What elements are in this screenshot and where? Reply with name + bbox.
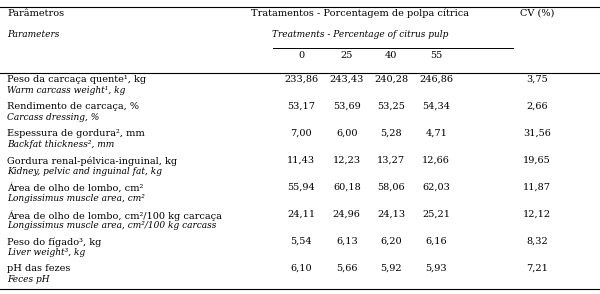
Text: 12,12: 12,12 — [523, 210, 551, 219]
Text: Tratamentos - Porcentagem de polpa cítrica: Tratamentos - Porcentagem de polpa cítri… — [251, 9, 469, 18]
Text: 3,75: 3,75 — [526, 75, 548, 84]
Text: Longissimus muscle area, cm²: Longissimus muscle area, cm² — [7, 194, 145, 203]
Text: 8,32: 8,32 — [526, 237, 548, 246]
Text: 5,28: 5,28 — [380, 129, 402, 138]
Text: 54,34: 54,34 — [422, 102, 450, 111]
Text: 243,43: 243,43 — [329, 75, 364, 84]
Text: Rendimento de carcaça, %: Rendimento de carcaça, % — [7, 102, 139, 111]
Text: 13,27: 13,27 — [377, 156, 405, 165]
Text: 12,66: 12,66 — [422, 156, 450, 165]
Text: Kidney, pelvic and inguinal fat, kg: Kidney, pelvic and inguinal fat, kg — [7, 167, 162, 176]
Text: 11,43: 11,43 — [287, 156, 315, 165]
Text: Parameters: Parameters — [7, 30, 59, 39]
Text: 7,00: 7,00 — [290, 129, 312, 138]
Text: 24,96: 24,96 — [333, 210, 361, 219]
Text: 5,92: 5,92 — [380, 264, 402, 273]
Text: Peso do fígado³, kg: Peso do fígado³, kg — [7, 237, 101, 247]
Text: 240,28: 240,28 — [374, 75, 408, 84]
Text: Parâmetros: Parâmetros — [7, 9, 64, 18]
Text: 0: 0 — [298, 51, 304, 60]
Text: 5,54: 5,54 — [290, 237, 312, 246]
Text: pH das fezes: pH das fezes — [7, 264, 71, 273]
Text: 6,13: 6,13 — [336, 237, 358, 246]
Text: 58,06: 58,06 — [377, 183, 405, 192]
Text: 19,65: 19,65 — [523, 156, 551, 165]
Text: CV (%): CV (%) — [520, 9, 554, 18]
Text: Treatments - Percentage of citrus pulp: Treatments - Percentage of citrus pulp — [272, 30, 448, 39]
Text: 55,94: 55,94 — [287, 183, 315, 192]
Text: 55: 55 — [430, 51, 442, 60]
Text: 25: 25 — [341, 51, 353, 60]
Text: Longissimus muscle area, cm²/100 kg carcass: Longissimus muscle area, cm²/100 kg carc… — [7, 221, 217, 230]
Text: Gordura renal-pélvica-inguinal, kg: Gordura renal-pélvica-inguinal, kg — [7, 156, 178, 166]
Text: 25,21: 25,21 — [422, 210, 450, 219]
Text: Feces pH: Feces pH — [7, 275, 50, 284]
Text: 6,10: 6,10 — [290, 264, 312, 273]
Text: 11,87: 11,87 — [523, 183, 551, 192]
Text: Área de olho de lombo, cm²/100 kg carcaça: Área de olho de lombo, cm²/100 kg carcaç… — [7, 210, 222, 220]
Text: Liver weight³, kg: Liver weight³, kg — [7, 248, 85, 257]
Text: 5,66: 5,66 — [336, 264, 358, 273]
Text: 62,03: 62,03 — [422, 183, 450, 192]
Text: 6,00: 6,00 — [336, 129, 358, 138]
Text: 233,86: 233,86 — [284, 75, 318, 84]
Text: 60,18: 60,18 — [333, 183, 361, 192]
Text: 24,13: 24,13 — [377, 210, 405, 219]
Text: Área de olho de lombo, cm²: Área de olho de lombo, cm² — [7, 183, 143, 193]
Text: 6,20: 6,20 — [380, 237, 402, 246]
Text: Peso da carcaça quente¹, kg: Peso da carcaça quente¹, kg — [7, 75, 146, 84]
Text: 12,23: 12,23 — [333, 156, 361, 165]
Text: 31,56: 31,56 — [523, 129, 551, 138]
Text: Espessura de gordura², mm: Espessura de gordura², mm — [7, 129, 145, 138]
Text: 53,25: 53,25 — [377, 102, 405, 111]
Text: Carcass dressing, %: Carcass dressing, % — [7, 113, 100, 122]
Text: 246,86: 246,86 — [419, 75, 453, 84]
Text: 53,17: 53,17 — [287, 102, 315, 111]
Text: 6,16: 6,16 — [425, 237, 447, 246]
Text: 53,69: 53,69 — [333, 102, 361, 111]
Text: 4,71: 4,71 — [425, 129, 447, 138]
Text: 24,11: 24,11 — [287, 210, 315, 219]
Text: Backfat thickness², mm: Backfat thickness², mm — [7, 140, 115, 149]
Text: 7,21: 7,21 — [526, 264, 548, 273]
Text: Warm carcass weight¹, kg: Warm carcass weight¹, kg — [7, 86, 125, 95]
Text: 2,66: 2,66 — [526, 102, 548, 111]
Text: 5,93: 5,93 — [425, 264, 447, 273]
Text: 40: 40 — [385, 51, 397, 60]
